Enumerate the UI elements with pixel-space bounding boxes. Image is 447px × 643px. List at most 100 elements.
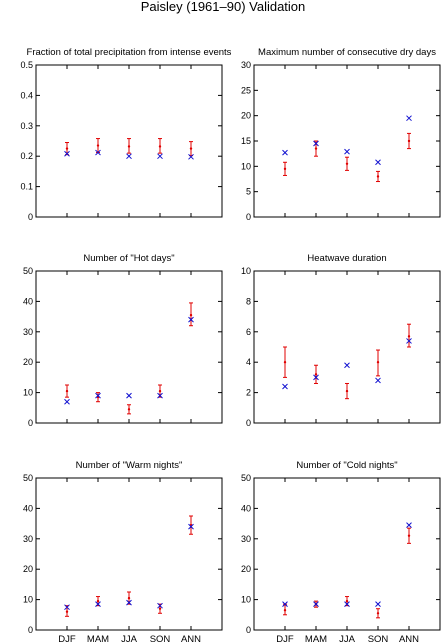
x-stroke (344, 362, 350, 369)
observed-point (407, 335, 411, 338)
x-tick-label: SON (368, 634, 389, 643)
x-tick-label: JJA (339, 634, 356, 643)
x-stroke (344, 601, 350, 608)
model-x-marker-son (375, 601, 381, 608)
chart-panel-2: Maximum number of consecutive dry days 0 5… (241, 47, 441, 222)
observed-point (65, 147, 69, 150)
model-x-marker-son (375, 159, 381, 166)
y-tick-label: 25 (241, 85, 251, 95)
x-tick-label: SON (150, 634, 171, 643)
model-x-marker-mam (95, 149, 101, 156)
observed-point (407, 139, 411, 143)
y-tick-label: 20 (23, 564, 33, 574)
model-x-marker-mam (95, 601, 101, 608)
observed-point (283, 361, 287, 364)
y-tick-label: 0 (246, 418, 251, 428)
x-stroke (188, 153, 194, 160)
observed-point (158, 389, 162, 393)
y-tick-label: 4 (246, 357, 251, 367)
x-tick-label: MAM (87, 634, 109, 643)
chart-panel-1: Fraction of total precipitation from int… (20, 47, 231, 222)
x-stroke (406, 115, 412, 122)
model-x-marker-ann (406, 115, 412, 122)
observed-point (189, 147, 193, 150)
observed-point (283, 167, 287, 171)
x-stroke (64, 150, 70, 157)
y-tick-label: 0 (246, 212, 251, 222)
model-x-marker-mam (313, 601, 319, 608)
y-tick-label: 20 (241, 111, 251, 121)
x-stroke (95, 392, 101, 399)
x-tick-label: ANN (399, 634, 419, 643)
y-tick-label: 40 (23, 296, 33, 306)
model-x-marker-son (157, 392, 163, 399)
model-x-marker-djf (64, 398, 70, 405)
x-stroke (188, 523, 194, 530)
observed-point (158, 607, 162, 610)
model-x-marker-djf (282, 383, 288, 390)
observed-point (345, 162, 349, 165)
y-tick-label: 30 (241, 534, 251, 544)
x-tick-label: ANN (181, 634, 201, 643)
model-x-marker-ann (406, 338, 412, 344)
model-x-marker-mam (313, 140, 319, 147)
x-stroke (157, 392, 163, 399)
panel-title: Number of "Cold nights" (296, 460, 397, 471)
y-tick-label: 10 (241, 161, 251, 171)
observed-point (127, 145, 131, 148)
x-stroke (406, 338, 412, 344)
y-tick-label: 50 (241, 473, 251, 483)
observed-point (96, 144, 100, 147)
observed-point (283, 609, 287, 612)
y-tick-label: 20 (241, 564, 251, 574)
x-stroke (282, 149, 288, 156)
x-stroke (375, 601, 381, 608)
y-tick-label: 8 (246, 296, 251, 306)
model-x-marker-djf (282, 601, 288, 608)
x-stroke (126, 392, 132, 399)
y-tick-label: 0.4 (20, 90, 33, 100)
model-x-marker-son (157, 153, 163, 160)
x-stroke (95, 149, 101, 156)
observed-point (314, 147, 318, 150)
y-tick-label: 2 (246, 388, 251, 398)
y-tick-label: 30 (241, 60, 251, 70)
model-x-marker-jja (344, 362, 350, 369)
x-stroke (313, 601, 319, 608)
axes-frame (253, 477, 441, 631)
y-tick-label: 0.5 (20, 60, 33, 70)
x-stroke (313, 140, 319, 147)
observed-point (96, 599, 100, 603)
model-x-marker-son (157, 602, 163, 609)
panel-title: Heatwave duration (307, 253, 386, 264)
observed-point (314, 373, 318, 376)
chart-panel-3: Number of "Hot days" 0 10 20 30 40 50 (23, 253, 223, 428)
model-x-marker-ann (406, 522, 412, 528)
x-stroke (375, 377, 381, 384)
x-tick-label: JJA (121, 634, 138, 643)
model-x-marker-djf (64, 604, 70, 611)
observed-point (376, 175, 380, 178)
y-tick-label: 10 (241, 266, 251, 276)
panel-title: Number of "Warm nights" (76, 460, 183, 471)
axes-frame (253, 270, 441, 424)
axes-frame (253, 64, 441, 218)
y-tick-label: 0 (28, 625, 33, 635)
x-stroke (157, 602, 163, 609)
x-stroke (282, 601, 288, 608)
observed-point (345, 389, 349, 393)
x-stroke (64, 398, 70, 405)
observed-point (65, 389, 69, 393)
y-tick-label: 40 (241, 503, 251, 513)
model-x-marker-ann (188, 316, 194, 323)
panel-title: Fraction of total precipitation from int… (27, 47, 232, 58)
model-x-marker-mam (95, 392, 101, 399)
observed-point (376, 612, 380, 615)
y-tick-label: 0.1 (20, 182, 33, 192)
panel-title: Number of "Hot days" (83, 253, 174, 264)
x-stroke (344, 148, 350, 155)
x-stroke (126, 599, 132, 606)
model-x-marker-mam (313, 374, 319, 381)
chart-panel-4: Heatwave duration 0 2 4 6 8 10 (241, 253, 441, 428)
x-stroke (157, 153, 163, 160)
